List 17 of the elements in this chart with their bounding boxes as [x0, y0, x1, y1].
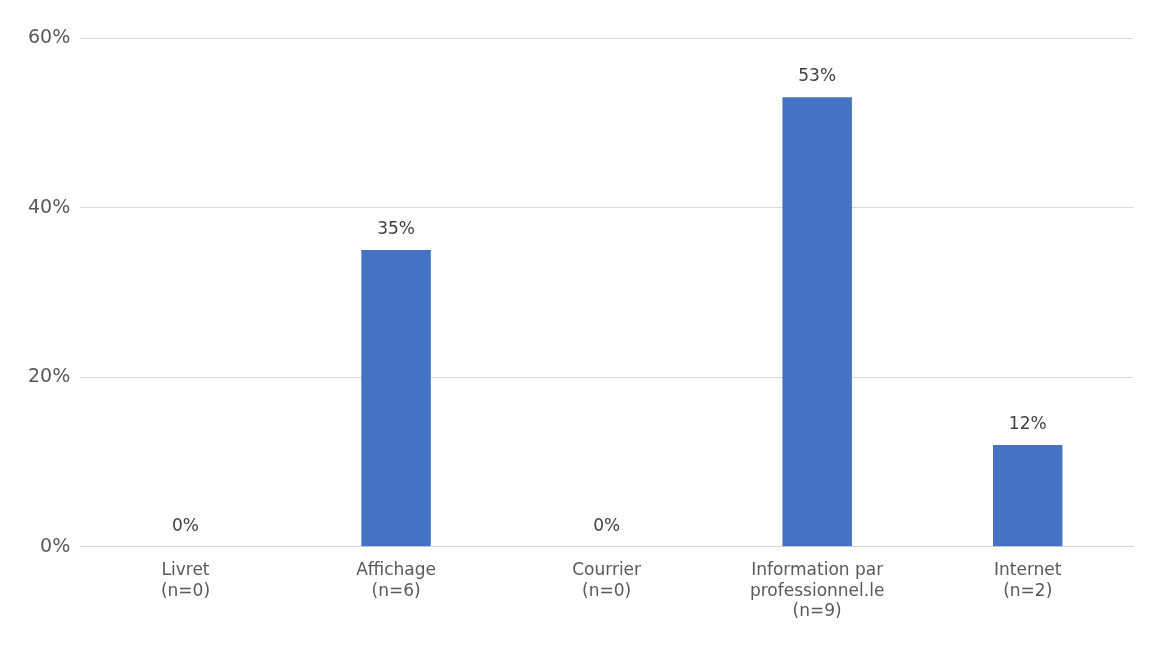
x-tick-label: Affichage (n=6) [356, 559, 436, 600]
bar [992, 445, 1063, 547]
data-label: 53% [798, 65, 837, 86]
x-tick-label: Courrier (n=0) [572, 559, 642, 600]
data-label: 35% [377, 217, 415, 238]
bar [782, 97, 852, 547]
y-tick-label: 40% [28, 194, 71, 217]
x-tick-label: Information par professionnel.le (n=9) [749, 559, 885, 621]
y-tick-label: 0% [40, 533, 71, 556]
data-label: 0% [593, 514, 621, 535]
x-tick-label: Internet (n=2) [993, 559, 1062, 600]
x-tick-label: Livret (n=0) [160, 559, 211, 600]
data-label: 12% [1008, 412, 1047, 433]
data-label: 0% [172, 514, 199, 535]
bar [361, 250, 431, 547]
y-tick-label: 60% [28, 24, 71, 47]
y-tick-label: 20% [28, 364, 71, 387]
